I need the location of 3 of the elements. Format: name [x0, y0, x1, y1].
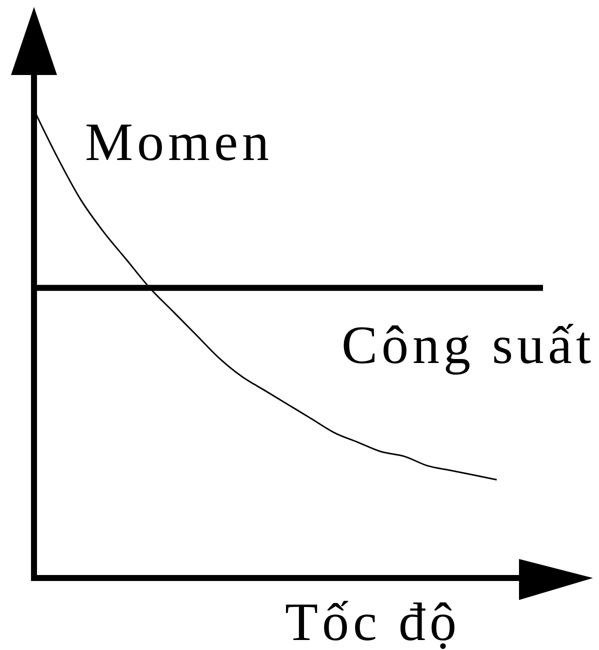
series-label: Công suất [341, 314, 595, 375]
legend-label: Momen [85, 112, 273, 172]
x-axis-title: Tốc độ [285, 592, 460, 650]
